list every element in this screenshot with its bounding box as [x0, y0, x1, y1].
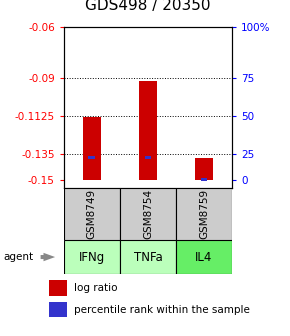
Bar: [139, 81, 157, 180]
Bar: [64, 240, 120, 274]
Text: log ratio: log ratio: [74, 283, 117, 293]
Text: GSM8759: GSM8759: [199, 189, 209, 239]
Text: percentile rank within the sample: percentile rank within the sample: [74, 304, 250, 314]
Text: agent: agent: [3, 252, 33, 262]
Bar: [49, 302, 67, 318]
Bar: [49, 280, 67, 296]
Bar: [120, 188, 176, 240]
Bar: [83, 117, 101, 180]
Text: GSM8754: GSM8754: [143, 189, 153, 239]
Text: TNFa: TNFa: [133, 251, 162, 263]
Bar: [88, 156, 95, 159]
Bar: [64, 188, 120, 240]
Bar: [176, 240, 232, 274]
Text: GSM8749: GSM8749: [87, 189, 97, 239]
Bar: [201, 178, 207, 181]
Text: GDS498 / 20350: GDS498 / 20350: [85, 0, 211, 13]
Text: IL4: IL4: [195, 251, 213, 263]
Bar: [120, 240, 176, 274]
Bar: [176, 188, 232, 240]
Bar: [144, 156, 151, 159]
Bar: [195, 158, 213, 180]
Text: IFNg: IFNg: [79, 251, 105, 263]
